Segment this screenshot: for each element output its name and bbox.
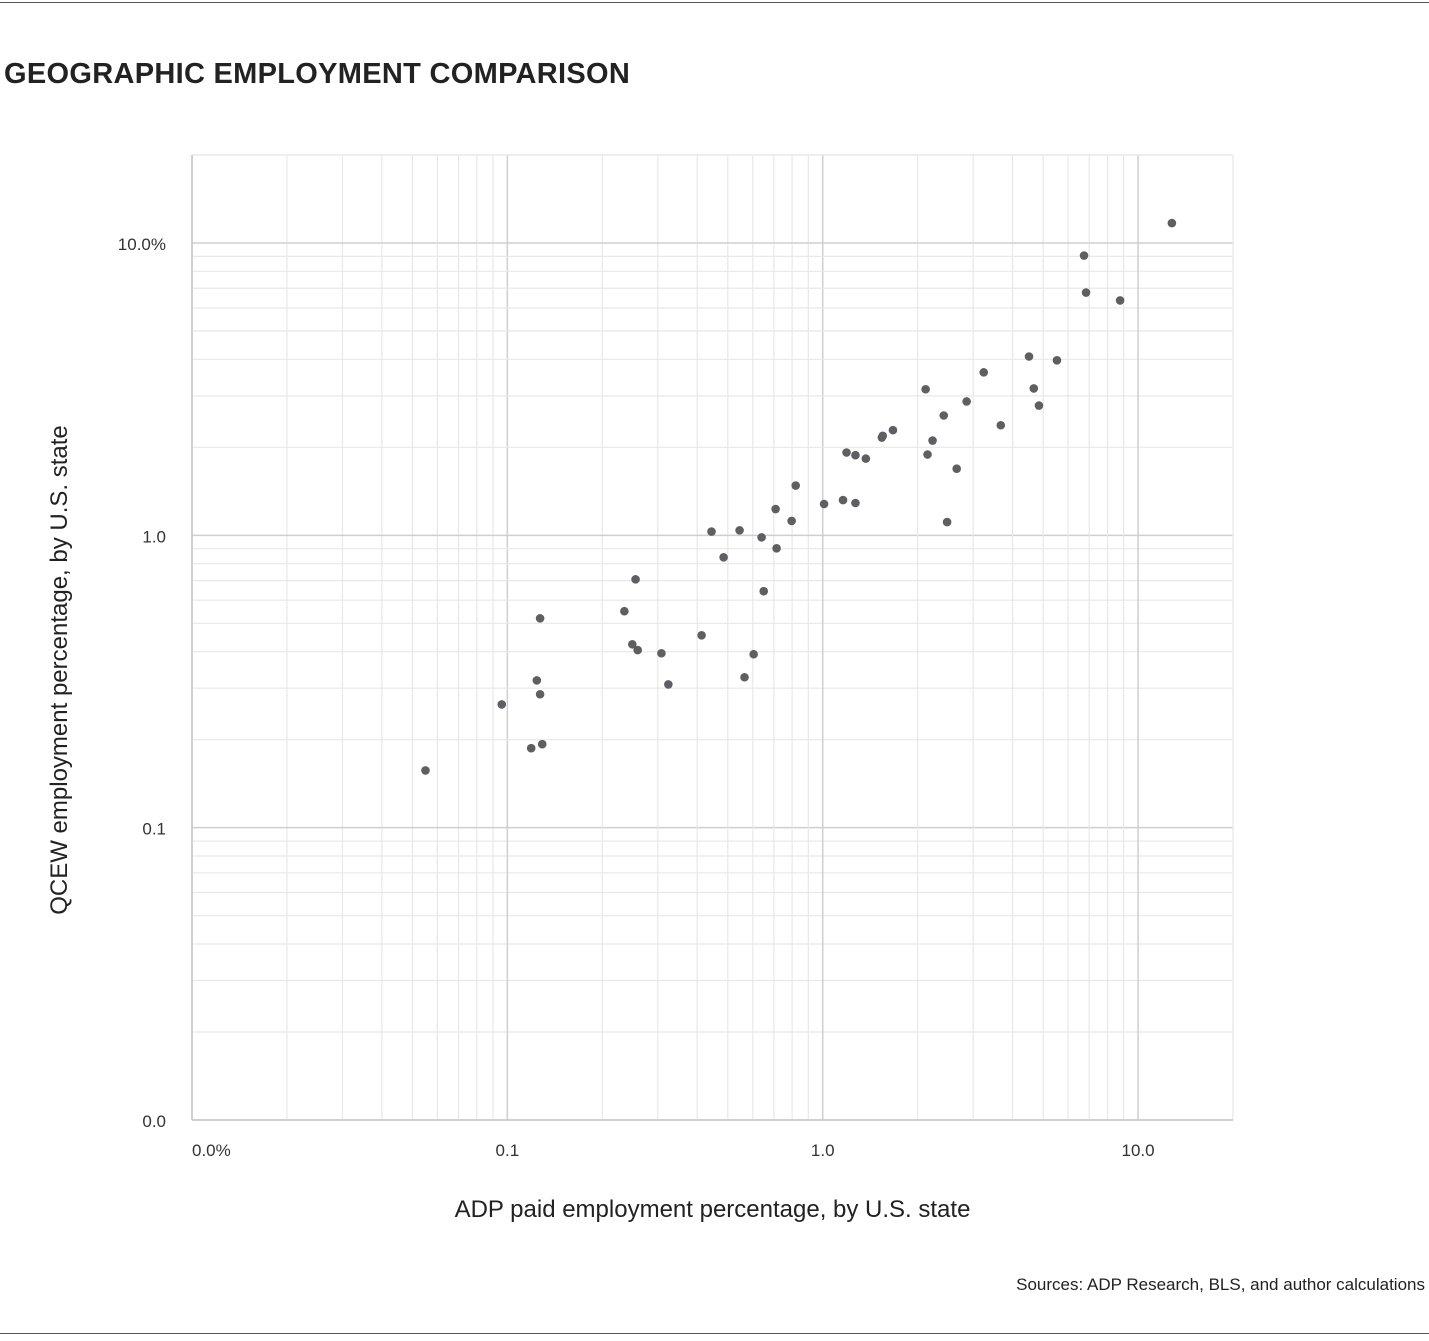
data-point: [707, 527, 716, 536]
data-point: [1029, 384, 1039, 393]
data-point: [928, 436, 937, 445]
x-tick-label: 1.0: [811, 1141, 835, 1160]
data-point: [979, 368, 989, 377]
data-point: [787, 516, 796, 526]
data-point: [939, 411, 949, 420]
data-point: [735, 526, 744, 535]
data-point: [421, 766, 430, 775]
chart-title: GEOGRAPHIC EMPLOYMENT COMPARISON: [4, 58, 631, 90]
x-axis-label: ADP paid employment percentage, by U.S. …: [454, 1196, 971, 1223]
data-point: [535, 614, 545, 623]
data-point: [861, 454, 871, 463]
data-point: [842, 448, 851, 457]
data-point: [1079, 251, 1089, 260]
data-point: [819, 499, 829, 509]
data-point: [759, 586, 769, 596]
data-point: [838, 495, 848, 505]
data-point: [620, 606, 629, 616]
data-point: [923, 450, 932, 459]
y-axis-label: QCEW employment percentage, by U.S. stat…: [46, 425, 73, 915]
data-point: [657, 648, 666, 658]
data-point: [921, 384, 930, 394]
y-tick-label: 10.0%: [118, 235, 166, 254]
data-point: [1052, 355, 1062, 365]
data-point: [851, 498, 860, 508]
y-tick-label: 1.0: [142, 527, 166, 546]
top-rule: [0, 2, 1429, 3]
data-point: [851, 450, 860, 460]
data-point: [1034, 401, 1044, 410]
data-point: [952, 464, 962, 474]
data-point: [633, 645, 642, 655]
data-point: [996, 420, 1006, 430]
data-point: [1167, 218, 1177, 228]
x-tick-label: 10.0: [1122, 1141, 1155, 1160]
data-point: [526, 743, 536, 753]
data-point: [532, 676, 542, 685]
y-tick-label: 0.0: [142, 1112, 166, 1131]
data-point: [749, 649, 758, 659]
data-point: [1024, 352, 1034, 361]
source-note: Sources: ADP Research, BLS, and author c…: [1016, 1275, 1425, 1294]
data-point: [697, 631, 706, 640]
data-point: [740, 672, 749, 682]
y-tick-label: 0.1: [142, 820, 166, 839]
data-point: [942, 517, 952, 527]
data-point: [535, 689, 545, 699]
x-tick-label: 0.1: [496, 1141, 520, 1160]
data-point: [888, 425, 898, 435]
data-point: [878, 431, 888, 441]
data-point: [719, 553, 728, 562]
data-point: [791, 481, 800, 490]
data-point: [1115, 296, 1125, 305]
data-point: [962, 397, 971, 406]
data-point: [1081, 288, 1091, 297]
data-point: [497, 700, 507, 709]
data-point: [628, 639, 637, 649]
x-tick-label: 0.0%: [192, 1141, 231, 1160]
bottom-rule: [0, 1333, 1429, 1334]
data-point: [771, 504, 780, 514]
data-point: [664, 680, 673, 689]
data-point: [772, 543, 781, 553]
data-point: [537, 739, 547, 749]
data-point: [631, 575, 640, 584]
data-point: [757, 533, 766, 542]
